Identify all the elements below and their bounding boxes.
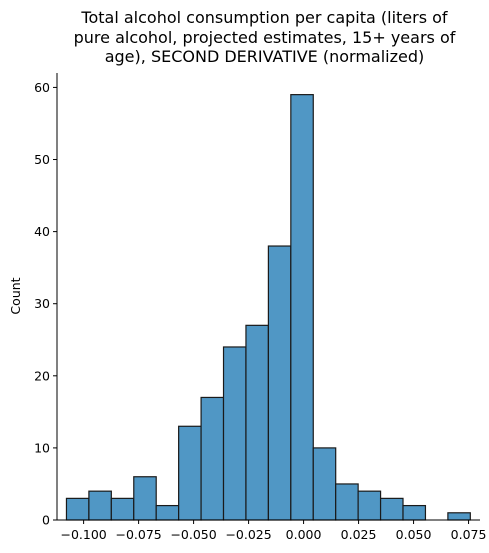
- y-tick-label: 20: [34, 368, 50, 383]
- y-axis-label: Count: [8, 277, 23, 314]
- histogram-bar: [402, 504, 427, 521]
- histogram-bar: [178, 425, 202, 521]
- chart-title-line-3: age), SECOND DERIVATIVE (normalized): [104, 47, 425, 66]
- y-tick-label: 30: [34, 296, 50, 311]
- histogram-bar: [267, 245, 292, 521]
- chart-title: Total alcohol consumption per capita (li…: [40, 8, 489, 67]
- x-tick-label: 0.000: [286, 527, 322, 542]
- y-tick-label: 40: [34, 224, 50, 239]
- x-tick-label: −0.050: [170, 527, 216, 542]
- x-tick-label: 0.025: [341, 527, 377, 542]
- histogram-bar: [133, 476, 157, 521]
- x-tick-label: −0.025: [225, 527, 271, 542]
- y-tick-label: 50: [34, 152, 50, 167]
- histogram-bars: [65, 94, 471, 521]
- histogram-bar: [379, 497, 404, 521]
- histogram-bar: [245, 324, 269, 521]
- histogram-bar: [335, 483, 359, 521]
- histogram-bar: [88, 490, 112, 521]
- x-tick-label: −0.100: [60, 527, 106, 542]
- histogram-bar: [312, 447, 337, 521]
- histogram-bar: [110, 497, 135, 521]
- x-tick-label: 0.075: [451, 527, 487, 542]
- histogram-bar: [290, 94, 314, 521]
- chart-axes: −0.100 −0.075 −0.050 −0.025 0.000 0.025 0.050 0…: [34, 73, 486, 542]
- y-tick-label: 0: [42, 513, 50, 528]
- histogram-bar: [155, 504, 180, 521]
- histogram-bar: [65, 497, 90, 521]
- y-tick-label: 60: [34, 80, 50, 95]
- x-tick-label: 0.050: [396, 527, 432, 542]
- y-tick-label: 10: [34, 440, 50, 455]
- histogram-bar: [200, 396, 225, 521]
- histogram-bar: [222, 346, 247, 521]
- histogram-bar: [447, 512, 471, 521]
- chart-title-line-2: pure alcohol, projected estimates, 15+ y…: [73, 27, 456, 47]
- histogram-bar: [357, 490, 382, 521]
- chart-title-line-1: Total alcohol consumption per capita (li…: [81, 8, 448, 27]
- x-tick-label: −0.075: [115, 527, 161, 542]
